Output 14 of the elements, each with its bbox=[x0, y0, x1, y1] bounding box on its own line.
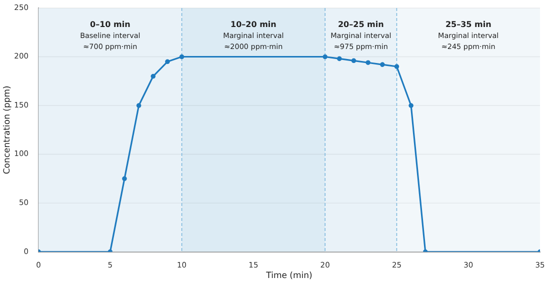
point bbox=[380, 62, 385, 67]
point bbox=[322, 54, 328, 60]
point bbox=[150, 74, 156, 79]
point bbox=[165, 59, 170, 64]
point bbox=[394, 64, 400, 69]
point bbox=[366, 60, 370, 66]
y-axis-title: Concentration (ppm) bbox=[2, 86, 12, 174]
point bbox=[136, 103, 142, 108]
point bbox=[179, 54, 184, 60]
point bbox=[122, 176, 127, 182]
point bbox=[351, 58, 356, 64]
x-axis-title: Time (min) bbox=[265, 271, 312, 281]
point bbox=[337, 56, 342, 62]
point bbox=[408, 103, 414, 108]
